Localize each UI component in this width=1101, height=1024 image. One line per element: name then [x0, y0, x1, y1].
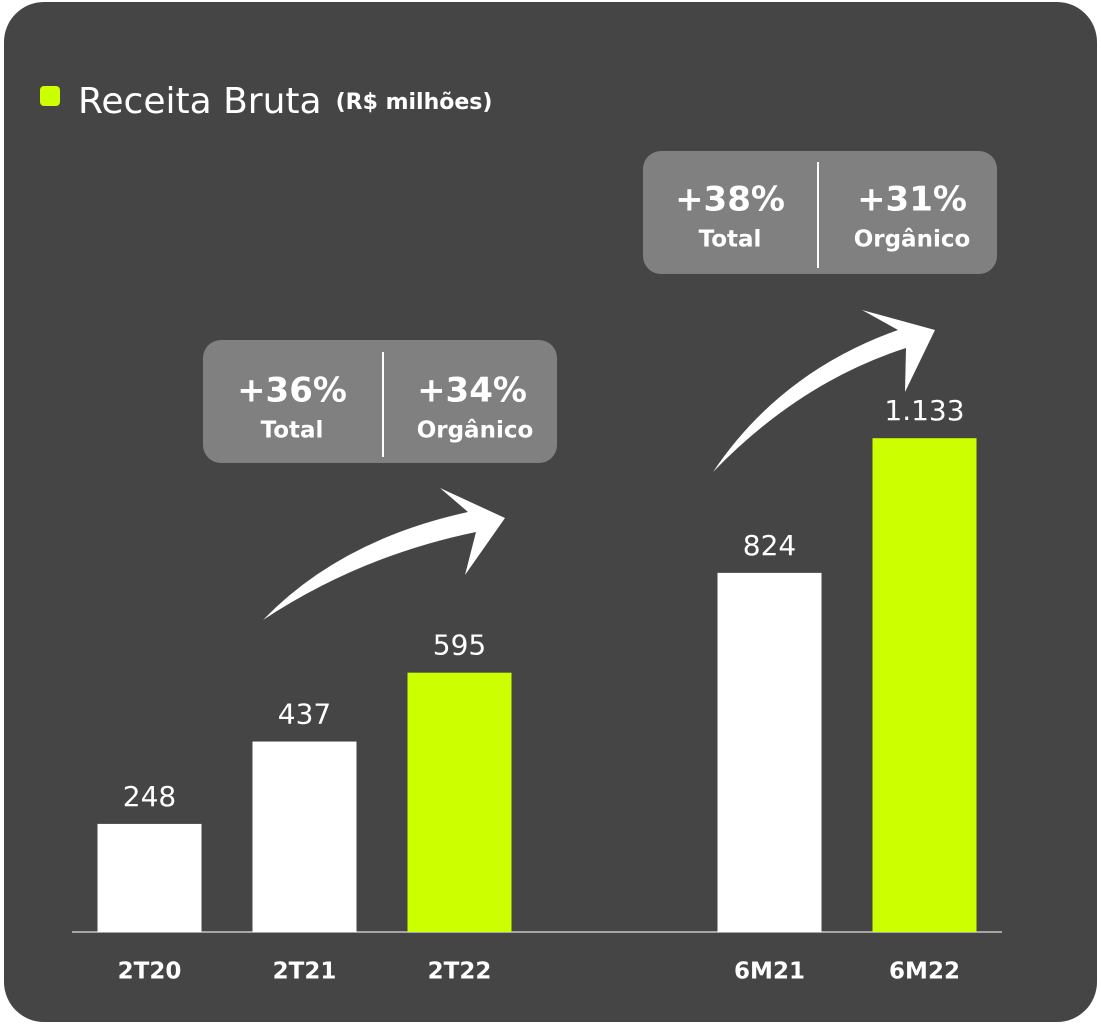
value-label: 248 [123, 780, 176, 813]
bar [252, 741, 357, 932]
organic-growth: +34% [417, 371, 527, 411]
value-label: 1.133 [884, 394, 964, 427]
bar [97, 823, 202, 932]
total-growth: +36% [237, 371, 347, 411]
subtitle: (R$ milhões) [336, 90, 493, 115]
organic-growth: +31% [857, 180, 967, 220]
x-tick-label: 2T22 [428, 959, 492, 985]
organic-label: Orgânico [854, 227, 971, 253]
total-label: Total [261, 418, 324, 444]
total-label: Total [699, 227, 762, 253]
chart-title: Receita Bruta (R$ milhões) [78, 81, 492, 122]
bar [872, 438, 977, 932]
bar [717, 572, 822, 932]
x-tick-label: 6M22 [889, 959, 960, 985]
value-label: 437 [278, 698, 331, 731]
x-tick-label: 2T21 [273, 959, 337, 985]
bar [407, 672, 512, 932]
title-bullet [40, 86, 60, 106]
growth-arrow [263, 488, 505, 620]
organic-label: Orgânico [417, 418, 534, 444]
x-tick-label: 2T20 [118, 959, 182, 985]
x-tick-label: 6M21 [734, 959, 805, 985]
callout-box [643, 151, 997, 274]
callout-box [203, 340, 557, 463]
value-label: 595 [433, 629, 486, 662]
value-label: 824 [743, 529, 796, 562]
total-growth: +38% [675, 180, 785, 220]
callout: +36% Total +34% Orgânico [203, 340, 557, 463]
title: Receita Bruta [78, 81, 322, 122]
callout: +38% Total +31% Orgânico [643, 151, 997, 274]
growth-arrow [713, 310, 935, 472]
